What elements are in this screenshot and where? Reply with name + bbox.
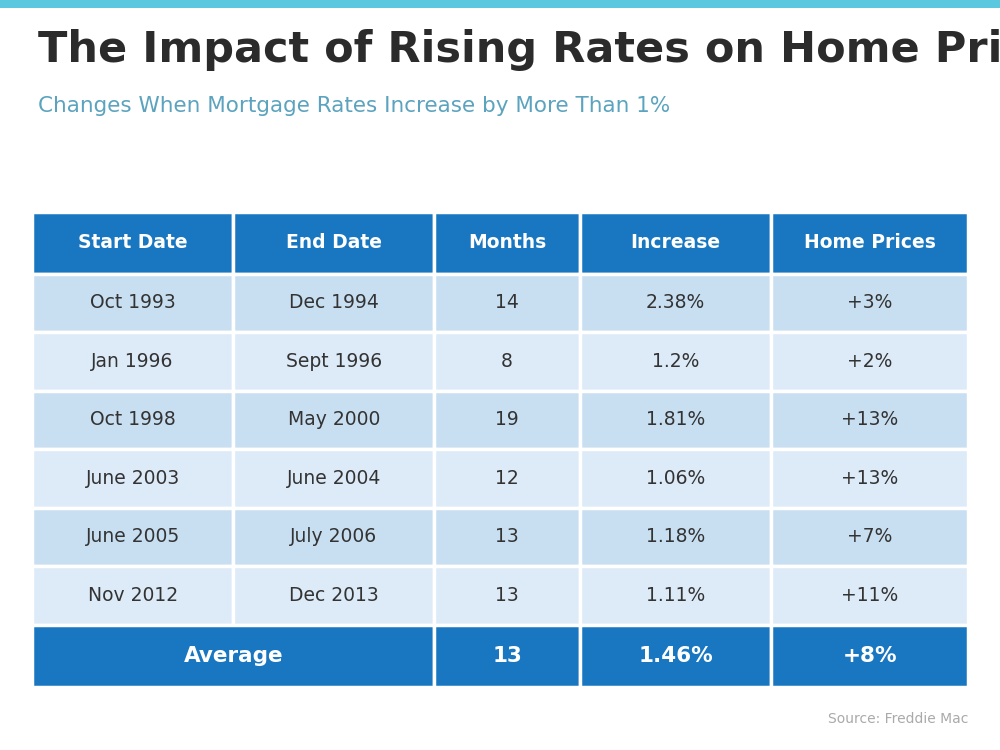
Text: Nov 2012: Nov 2012: [88, 586, 178, 605]
FancyBboxPatch shape: [771, 508, 968, 566]
Text: 1.2%: 1.2%: [652, 352, 699, 371]
Text: 12: 12: [495, 469, 519, 488]
FancyBboxPatch shape: [32, 449, 233, 508]
Text: +8%: +8%: [842, 646, 897, 666]
Text: Oct 1998: Oct 1998: [90, 410, 175, 430]
FancyBboxPatch shape: [580, 566, 771, 625]
FancyBboxPatch shape: [580, 211, 771, 274]
Text: Dec 1994: Dec 1994: [289, 293, 379, 313]
Text: July 2006: July 2006: [290, 527, 377, 547]
Text: Changes When Mortgage Rates Increase by More Than 1%: Changes When Mortgage Rates Increase by …: [38, 96, 670, 116]
Text: 1.81%: 1.81%: [646, 410, 705, 430]
FancyBboxPatch shape: [32, 332, 233, 391]
FancyBboxPatch shape: [580, 508, 771, 566]
FancyBboxPatch shape: [233, 566, 434, 625]
FancyBboxPatch shape: [32, 211, 233, 274]
Text: Increase: Increase: [630, 233, 721, 252]
Text: 1.11%: 1.11%: [646, 586, 705, 605]
FancyBboxPatch shape: [434, 566, 580, 625]
FancyBboxPatch shape: [233, 449, 434, 508]
Text: The Impact of Rising Rates on Home Prices: The Impact of Rising Rates on Home Price…: [38, 29, 1000, 71]
FancyBboxPatch shape: [434, 391, 580, 449]
Text: 1.46%: 1.46%: [638, 646, 713, 666]
Text: Average: Average: [183, 646, 283, 666]
Text: 13: 13: [495, 527, 519, 547]
FancyBboxPatch shape: [434, 449, 580, 508]
FancyBboxPatch shape: [434, 332, 580, 391]
FancyBboxPatch shape: [580, 625, 771, 687]
Text: +13%: +13%: [841, 410, 898, 430]
Text: 13: 13: [492, 646, 522, 666]
Text: Months: Months: [468, 233, 546, 252]
Text: Source: Freddie Mac: Source: Freddie Mac: [828, 712, 968, 726]
FancyBboxPatch shape: [233, 391, 434, 449]
Text: +3%: +3%: [847, 293, 892, 313]
FancyBboxPatch shape: [233, 508, 434, 566]
FancyBboxPatch shape: [771, 449, 968, 508]
FancyBboxPatch shape: [434, 508, 580, 566]
Text: Jan 1996: Jan 1996: [91, 352, 174, 371]
Text: 1.18%: 1.18%: [646, 527, 705, 547]
FancyBboxPatch shape: [771, 625, 968, 687]
Text: June 2003: June 2003: [85, 469, 180, 488]
Text: Dec 2013: Dec 2013: [289, 586, 379, 605]
Text: 19: 19: [495, 410, 519, 430]
FancyBboxPatch shape: [580, 274, 771, 332]
Text: Start Date: Start Date: [78, 233, 187, 252]
FancyBboxPatch shape: [580, 391, 771, 449]
FancyBboxPatch shape: [233, 211, 434, 274]
Text: Oct 1993: Oct 1993: [90, 293, 175, 313]
Text: 13: 13: [495, 586, 519, 605]
FancyBboxPatch shape: [771, 211, 968, 274]
Text: +11%: +11%: [841, 586, 898, 605]
Text: 14: 14: [495, 293, 519, 313]
FancyBboxPatch shape: [580, 449, 771, 508]
FancyBboxPatch shape: [434, 211, 580, 274]
FancyBboxPatch shape: [771, 391, 968, 449]
Text: May 2000: May 2000: [288, 410, 380, 430]
FancyBboxPatch shape: [771, 566, 968, 625]
Text: +2%: +2%: [847, 352, 892, 371]
FancyBboxPatch shape: [580, 332, 771, 391]
Text: Home Prices: Home Prices: [804, 233, 936, 252]
FancyBboxPatch shape: [233, 332, 434, 391]
FancyBboxPatch shape: [32, 274, 233, 332]
Text: +7%: +7%: [847, 527, 892, 547]
FancyBboxPatch shape: [434, 274, 580, 332]
Text: Sept 1996: Sept 1996: [286, 352, 382, 371]
FancyBboxPatch shape: [0, 0, 1000, 8]
Text: 8: 8: [501, 352, 513, 371]
FancyBboxPatch shape: [434, 625, 580, 687]
Text: End Date: End Date: [286, 233, 382, 252]
FancyBboxPatch shape: [32, 625, 434, 687]
FancyBboxPatch shape: [233, 274, 434, 332]
FancyBboxPatch shape: [32, 566, 233, 625]
FancyBboxPatch shape: [32, 391, 233, 449]
Text: 1.06%: 1.06%: [646, 469, 705, 488]
FancyBboxPatch shape: [32, 508, 233, 566]
Text: 2.38%: 2.38%: [646, 293, 705, 313]
FancyBboxPatch shape: [771, 332, 968, 391]
Text: +13%: +13%: [841, 469, 898, 488]
Text: June 2004: June 2004: [287, 469, 381, 488]
FancyBboxPatch shape: [771, 274, 968, 332]
Text: June 2005: June 2005: [85, 527, 180, 547]
